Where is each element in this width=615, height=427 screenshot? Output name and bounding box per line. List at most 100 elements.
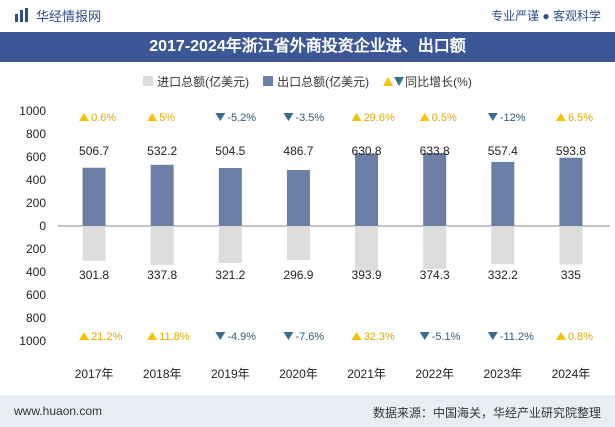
brand[interactable]: 华经情报网 <box>14 7 102 24</box>
growth-down-marker <box>283 332 294 340</box>
growth-up-marker <box>419 113 430 121</box>
import-bar <box>559 226 583 265</box>
triangle-up-icon <box>383 76 394 86</box>
x-tick-label: 2021年 <box>347 367 386 381</box>
export-bar <box>355 153 379 226</box>
export-value-label: 506.7 <box>79 144 109 158</box>
export-bar <box>423 153 447 226</box>
y-tick-label: 800 <box>26 127 46 141</box>
y-tick-label: 400 <box>26 265 46 279</box>
x-tick-label: 2024年 <box>552 367 591 381</box>
import-bar <box>150 226 174 265</box>
import-growth-label: 11.8% <box>159 331 190 343</box>
import-value-label: 393.9 <box>352 268 382 282</box>
import-bar <box>218 226 242 263</box>
export-growth-label: 0.6% <box>91 112 116 124</box>
export-value-label: 630.8 <box>352 144 382 158</box>
import-value-label: 296.9 <box>283 268 313 282</box>
legend-growth-label: 同比增长(%) <box>405 74 472 89</box>
y-tick-label: 600 <box>26 288 46 302</box>
export-bar <box>82 167 106 226</box>
import-bar <box>423 226 447 270</box>
x-tick-label: 2019年 <box>211 367 250 381</box>
growth-down-marker <box>283 113 294 121</box>
export-bar <box>491 161 515 226</box>
export-bar <box>218 167 242 226</box>
brand-name: 华经情报网 <box>36 8 102 24</box>
legend-item-import[interactable]: 进口总额(亿美元) <box>143 73 249 90</box>
growth-down-marker <box>487 113 498 121</box>
import-growth-label: 0.8% <box>568 331 593 343</box>
growth-up-marker <box>555 332 566 340</box>
growth-up-marker <box>79 332 90 340</box>
growth-up-marker <box>555 113 566 121</box>
import-growth-label: -4.9% <box>227 331 256 343</box>
export-value-label: 532.2 <box>147 144 177 158</box>
x-tick-label: 2017年 <box>75 367 114 381</box>
growth-down-marker <box>419 332 430 340</box>
y-tick-label: 1000 <box>19 104 46 118</box>
export-growth-label: -5.2% <box>227 112 256 124</box>
y-tick-label: 0 <box>39 219 46 233</box>
footer: www.huaon.com 数据来源：中国海关，华经产业研究院整理 <box>0 395 615 427</box>
export-value-label: 504.5 <box>215 144 245 158</box>
growth-up-marker <box>351 332 362 340</box>
triangle-down-icon <box>394 76 405 86</box>
export-value-label: 593.8 <box>556 144 586 158</box>
import-growth-label: -11.2% <box>500 331 534 343</box>
export-swatch <box>263 76 274 86</box>
export-value-label: 633.8 <box>420 144 450 158</box>
y-tick-label: 800 <box>26 311 46 325</box>
growth-up-marker <box>351 113 362 121</box>
import-bar <box>355 226 379 272</box>
export-value-label: 486.7 <box>283 144 313 158</box>
export-bar <box>150 164 174 226</box>
export-bar <box>559 157 583 226</box>
data-source: 数据来源：中国海关，华经产业研究院整理 <box>372 406 601 420</box>
import-bar <box>286 226 310 261</box>
growth-up-marker <box>79 113 90 121</box>
growth-down-marker <box>215 113 226 121</box>
import-value-label: 335 <box>561 268 581 282</box>
export-bar <box>286 170 310 226</box>
y-tick-label: 400 <box>26 173 46 187</box>
import-growth-label: -5.1% <box>432 331 461 343</box>
website-link[interactable]: www.huaon.com <box>14 404 103 418</box>
x-tick-label: 2023年 <box>483 367 522 381</box>
export-growth-label: 29.6% <box>364 112 395 124</box>
tagline: 专业严谨 ● 客观科学 <box>491 9 601 23</box>
chart-plot: 1000 800 600 400 200 0 200 400 600 800 1000 506.7 30… <box>19 104 610 381</box>
export-growth-label: -12% <box>500 112 526 124</box>
export-value-label: 557.4 <box>488 144 518 158</box>
y-tick-label: 600 <box>26 150 46 164</box>
y-tick-label: 200 <box>26 196 46 210</box>
growth-up-marker <box>147 113 158 121</box>
import-value-label: 321.2 <box>215 268 245 282</box>
import-growth-label: 32.3% <box>364 331 395 343</box>
import-swatch <box>143 76 154 86</box>
top-bar: 华经情报网 专业严谨 ● 客观科学 <box>0 0 615 30</box>
import-growth-label: -7.6% <box>295 331 324 343</box>
growth-down-marker <box>487 332 498 340</box>
import-growth-label: 21.2% <box>91 331 122 343</box>
legend: 进口总额(亿美元) 出口总额(亿美元) 同比增长(%) <box>0 72 615 90</box>
export-growth-label: -3.5% <box>295 112 324 124</box>
growth-down-marker <box>215 332 226 340</box>
import-value-label: 332.2 <box>488 268 518 282</box>
import-bar <box>82 226 106 261</box>
legend-item-growth[interactable]: 同比增长(%) <box>383 73 472 90</box>
y-tick-label: 200 <box>26 242 46 256</box>
chart-title: 2017-2024年浙江省外商投资企业进、出口额 <box>0 32 615 62</box>
y-tick-label: 1000 <box>19 334 46 348</box>
import-value-label: 374.3 <box>420 268 450 282</box>
export-growth-label: 5% <box>159 112 175 124</box>
import-value-label: 337.8 <box>147 268 177 282</box>
bar-chart-logo-icon <box>15 8 28 22</box>
export-growth-label: 6.5% <box>568 112 593 124</box>
import-bar <box>491 226 515 265</box>
legend-import-label: 进口总额(亿美元) <box>157 74 250 89</box>
legend-export-label: 出口总额(亿美元) <box>277 74 370 89</box>
legend-item-export[interactable]: 出口总额(亿美元) <box>263 73 369 90</box>
x-tick-label: 2022年 <box>415 367 454 381</box>
x-tick-label: 2018年 <box>143 367 182 381</box>
